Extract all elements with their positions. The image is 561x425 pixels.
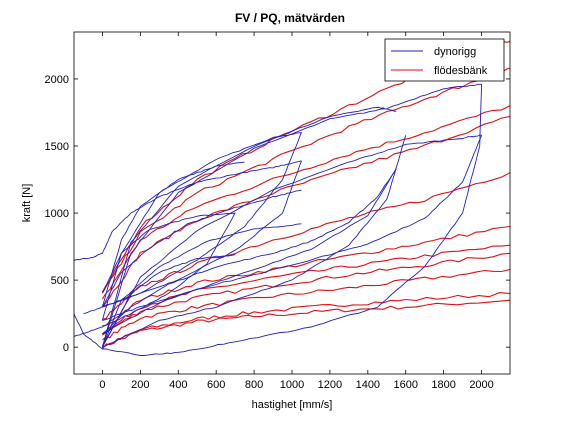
y-tick-label: 0 — [63, 342, 69, 354]
x-axis-label: hastighet [mm/s] — [252, 399, 333, 411]
series-dynorigg-curve — [101, 132, 302, 321]
x-tick-label: 400 — [169, 379, 187, 391]
legend: dynorigg flödesbänk — [384, 38, 505, 82]
series-dynorigg-curve — [83, 160, 302, 315]
x-tick-label: 2000 — [469, 379, 493, 391]
x-tick-label: 1000 — [280, 379, 304, 391]
series-dynorigg-curve — [101, 254, 236, 348]
y-tick-label: 1500 — [45, 141, 69, 153]
series-dynorigg-curve — [102, 168, 397, 335]
legend-label-flodesbank: flödesbänk — [434, 65, 488, 77]
x-tick-label: 200 — [131, 379, 149, 391]
series-dynorigg-curve — [101, 106, 397, 347]
x-tick-label: 0 — [99, 379, 105, 391]
axes: 0 200 400 600 800 1000 1200 1400 1600 1800 2000 0 50… — [45, 31, 511, 391]
x-tick-label: 1800 — [431, 379, 455, 391]
series-dynorigg-curve — [102, 189, 302, 308]
series-dynorigg-curve — [102, 135, 407, 348]
series-flodesbank-curve — [101, 67, 510, 294]
series-dynorigg-curve — [74, 212, 236, 337]
series-flodesbank-curve — [101, 299, 510, 350]
series-flodesbank-curve — [102, 172, 510, 320]
series-flodesbank-curve — [102, 268, 510, 341]
x-tick-label: 1200 — [318, 379, 342, 391]
series-dynorigg-curve — [74, 160, 302, 261]
series-dynorigg-curve — [102, 135, 483, 321]
x-tick-label: 1600 — [393, 379, 417, 391]
x-tick-label: 600 — [207, 379, 225, 391]
series-flodesbank-curve — [101, 105, 510, 300]
x-tick-label: 800 — [245, 379, 263, 391]
plot-curves — [74, 40, 510, 356]
y-axis-label: kraft [N] — [21, 184, 33, 223]
series-flodesbank-curve — [101, 115, 510, 308]
series-dynorigg-curve — [101, 223, 302, 348]
legend-box — [384, 38, 505, 82]
series-dynorigg-curve — [74, 84, 483, 356]
series-dynorigg-curve — [102, 132, 302, 308]
y-tick-label: 1000 — [45, 208, 69, 220]
series-dynorigg-curve — [102, 134, 482, 347]
y-tick-label: 2000 — [45, 74, 69, 86]
series-flodesbank-curve — [102, 225, 510, 327]
y-tick-label: 500 — [51, 275, 69, 287]
chart-title: FV / PQ, mätvärden — [235, 11, 345, 25]
series-dynorigg-curve — [101, 83, 482, 348]
legend-label-dynorigg: dynorigg — [434, 46, 476, 58]
series-dynorigg-curve — [101, 161, 245, 307]
series-dynorigg-curve — [102, 212, 236, 294]
x-tick-label: 1400 — [356, 379, 380, 391]
plot-background — [74, 32, 510, 374]
series-dynorigg-curve — [102, 168, 397, 334]
